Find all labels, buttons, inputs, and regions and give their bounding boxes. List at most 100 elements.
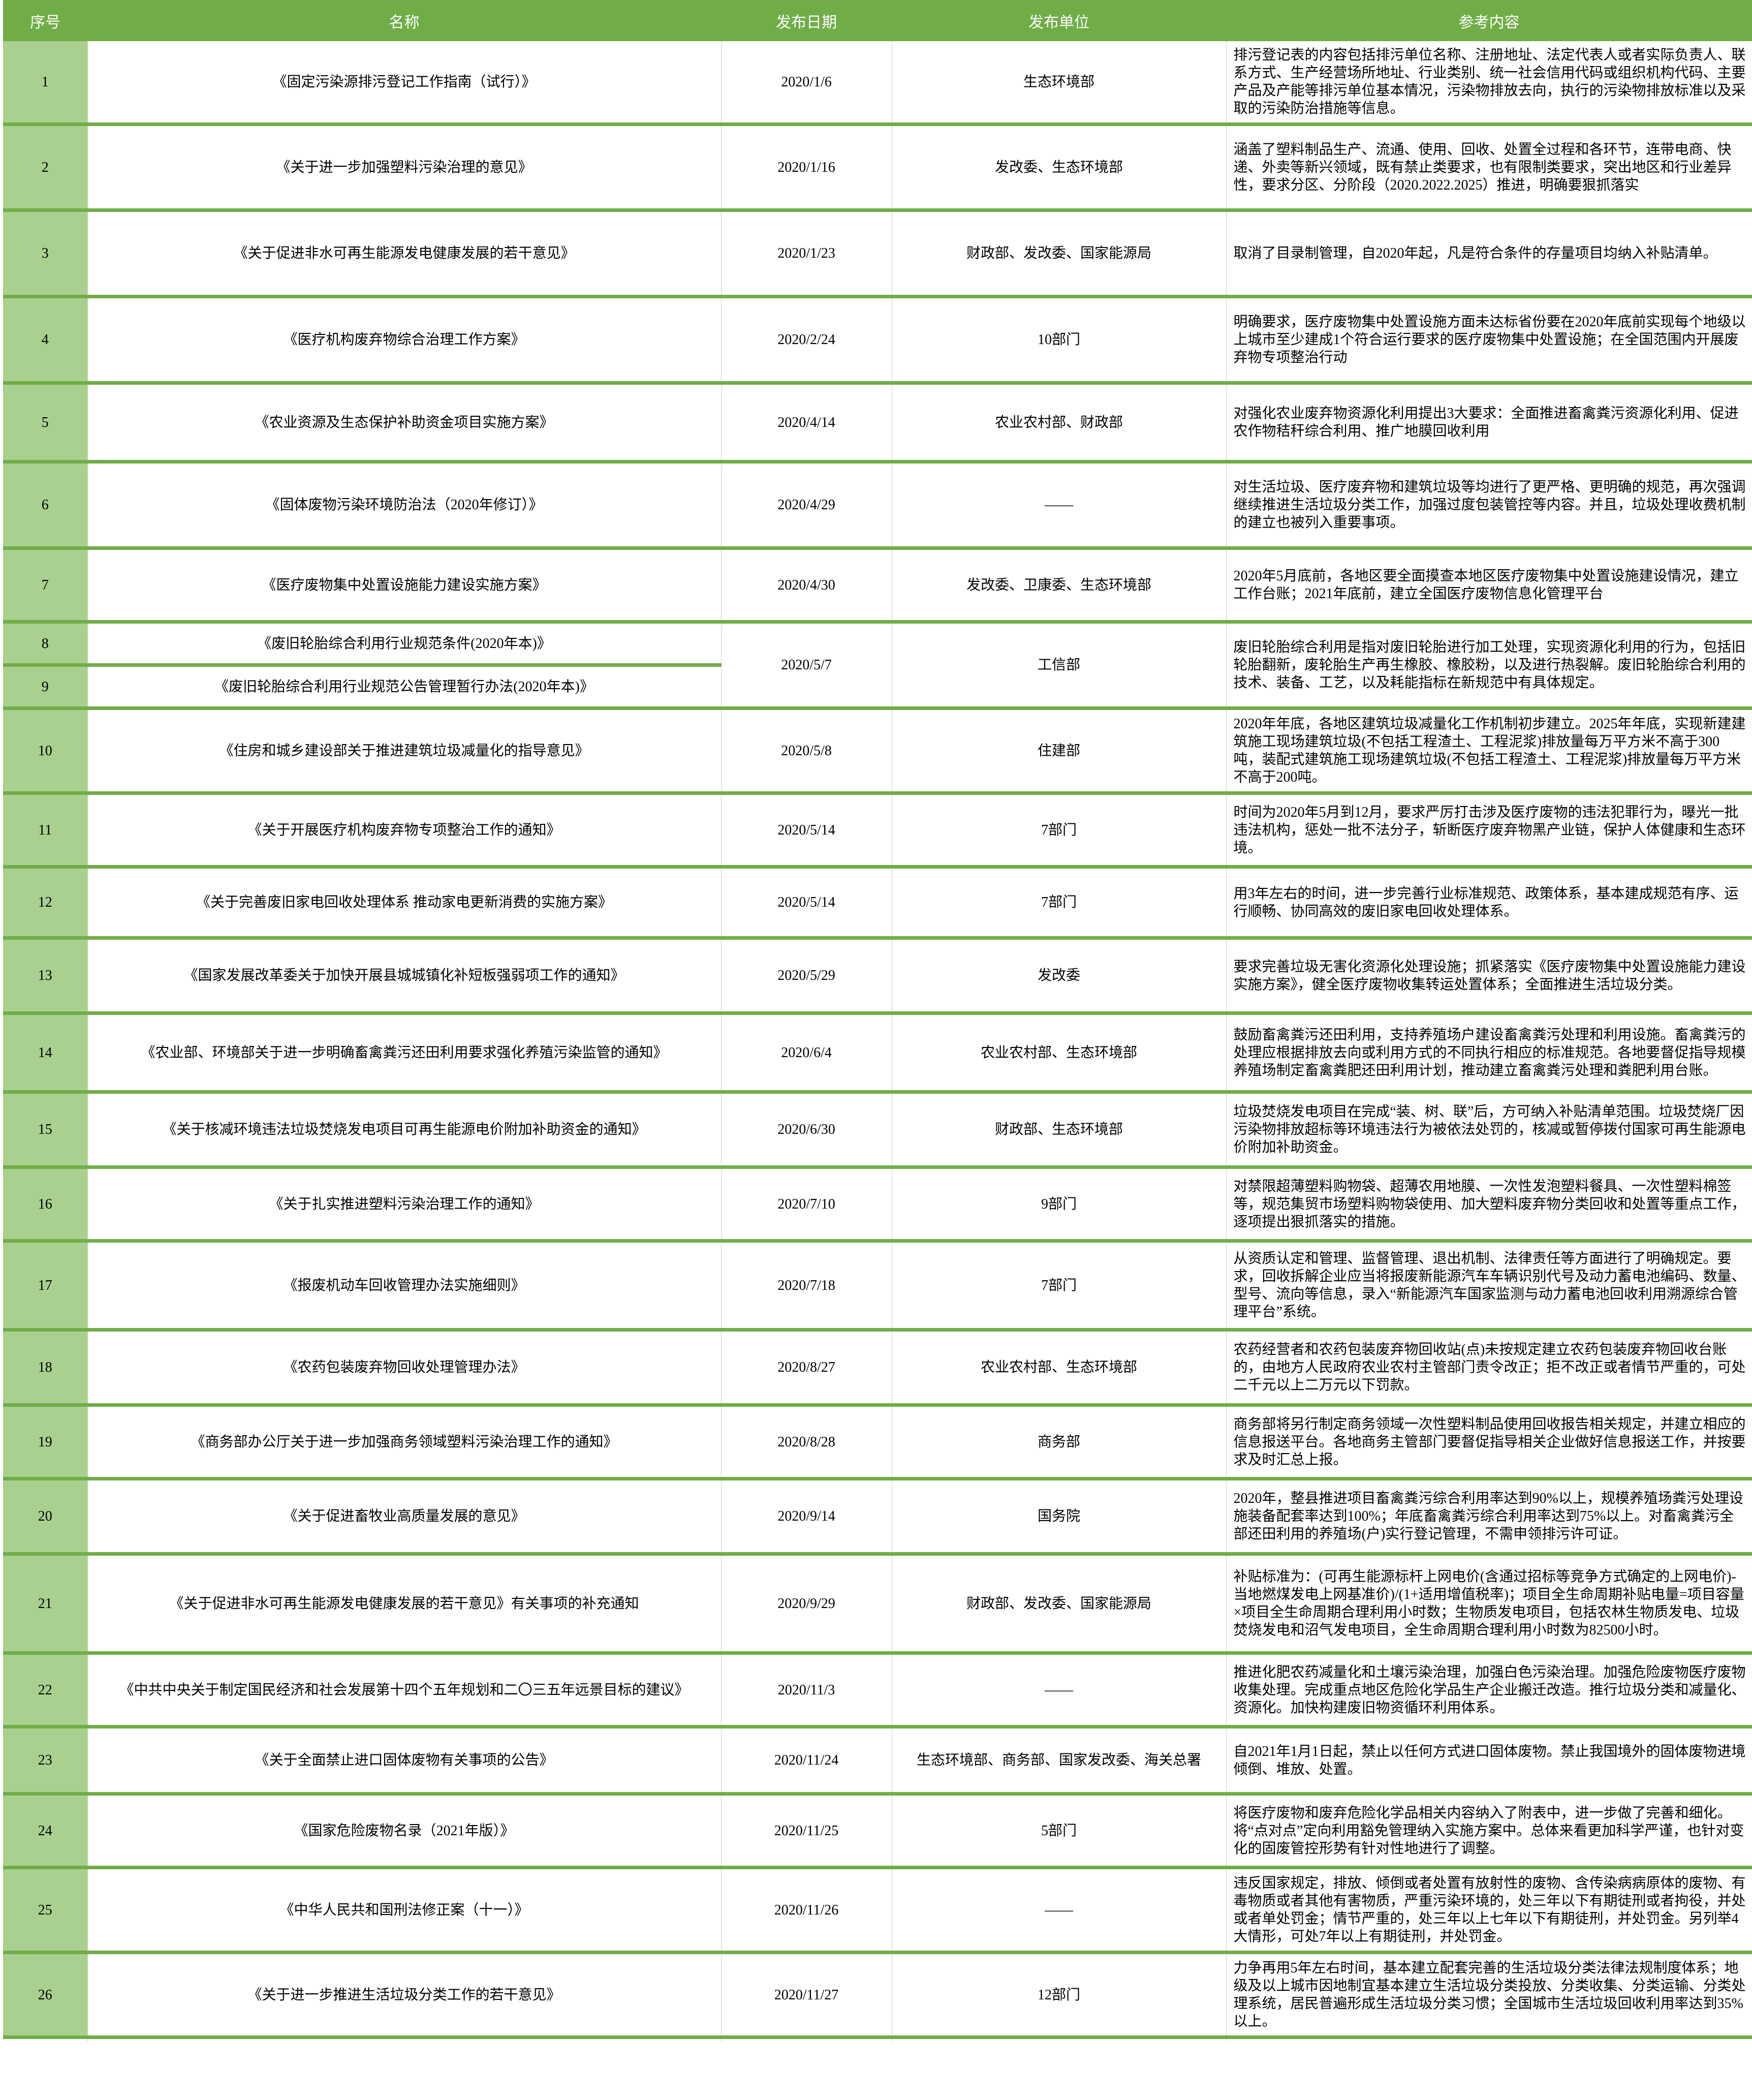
policy-name-cell: 《关于促进非水可再生能源发电健康发展的若干意见》 [87, 210, 722, 297]
table-row-17: 17 《报废机动车回收管理办法实施细则》 2020/7/18 7部门 从资质认定和管理、… [3, 1241, 1752, 1330]
policy-name-cell: 《国家发展改革委关于加快开展县城城镇化补短板强弱项工作的通知》 [87, 938, 722, 1013]
content-cell: 推进化肥农药减量化和土壤污染治理，加强白色污染治理。加强危险废物医疗废物收集处理… [1233, 1664, 1746, 1716]
date-cell: 2020/11/27 [721, 1952, 892, 2037]
row-number-cell: 15 [3, 1092, 88, 1167]
row-number-cell: 2 [3, 124, 88, 210]
row-number-cell: 7 [3, 548, 88, 622]
partial-bottom-row [3, 2037, 1752, 2042]
content-cell: 力争再用5年左右时间，基本建立配套完善的生活垃圾分类法律法规制度体系；地级及以上… [1233, 1960, 1746, 2029]
date-cell: 2020/6/30 [721, 1092, 892, 1167]
policy-name-cell: 《农业资源及生态保护补助资金项目实施方案》 [87, 383, 722, 462]
content-cell: 涵盖了塑料制品生产、流通、使用、回收、处置全过程和各环节，连带电商、快递、外卖等… [1233, 141, 1732, 193]
policy-table: 序号 名称 发布日期 发布单位 参考内容 1 《固定污染源排污登记工作指南（试行）》 202… [3, 0, 1752, 2042]
policy-name-cell: 《农药包装废弃物回收处理管理办法》 [87, 1330, 722, 1405]
content-cell: 用3年左右的时间，进一步完善行业标准规范、政策体系，基本建成规范有序、运行顺畅、… [1233, 885, 1739, 919]
content-cell: 补贴标准为：(可再生能源标杆上网电价(含通过招标等竞争方式确定的上网电价)-当地… [1233, 1569, 1744, 1638]
policy-name-cell: 《关于进一步推进生活垃圾分类工作的若干意见》 [87, 1952, 722, 2037]
header-cell-unit: 发布单位 [1028, 14, 1089, 31]
row-number-cell: 6 [3, 461, 88, 548]
content-cell: 对强化农业废弃物资源化利用提出3大要求：全面推进畜禽粪污资源化利用、促进农作物秸… [1233, 406, 1739, 439]
date-cell: 2020/5/8 [721, 708, 892, 793]
content-cell: 2020年5月底前，各地区要全面摸查本地区医疗废物集中处置设施建设情况，建立工作… [1233, 568, 1739, 602]
policy-name-cell: 《关于促进畜牧业高质量发展的意见》 [87, 1478, 722, 1554]
date-cell: 2020/5/7 [721, 622, 892, 708]
unit-cell: —— [892, 1867, 1227, 1953]
row-number-cell: 8 [3, 622, 88, 665]
row-number-cell: 20 [3, 1478, 88, 1554]
table-row-1: 1 《固定污染源排污登记工作指南（试行）》 2020/1/6 生态环境部 排污登记表的内… [3, 41, 1752, 125]
policy-name-cell: 《医疗废物集中处置设施能力建设实施方案》 [87, 548, 722, 622]
unit-cell: 生态环境部、商务部、国家发改委、海关总署 [892, 1726, 1227, 1794]
row-number-cell: 3 [3, 210, 88, 297]
policy-name-cell: 《国家危险废物名录（2021年版）》 [87, 1794, 722, 1868]
unit-cell: 发改委、卫康委、生态环境部 [892, 548, 1227, 622]
date-cell: 2020/9/29 [721, 1554, 892, 1653]
content-cell: 明确要求，医疗废物集中处置设施方面未达标省份要在2020年底前实现每个地级以上城… [1233, 314, 1746, 365]
date-cell: 2020/2/24 [721, 296, 892, 383]
row-number-cell: 16 [3, 1167, 88, 1241]
row-number-cell: 17 [3, 1241, 88, 1330]
content-cell: 要求完善垃圾无害化资源化处理设施；抓紧落实《医疗废物集中处置设施能力建设实施方案… [1233, 959, 1746, 993]
unit-cell: 7部门 [892, 793, 1227, 867]
partial-cell [87, 2037, 722, 2042]
unit-cell: 农业农村部、生态环境部 [892, 1330, 1227, 1405]
date-cell: 2020/1/6 [721, 41, 892, 125]
row-number-cell: 23 [3, 1726, 88, 1794]
row-number-cell: 21 [3, 1554, 88, 1653]
unit-cell: 5部门 [892, 1794, 1227, 1868]
table-row-19: 19 《商务部办公厅关于进一步加强商务领域塑料污染治理工作的通知》 2020/8/2… [3, 1405, 1752, 1479]
unit-cell: —— [892, 461, 1227, 548]
table-row-5: 5 《农业资源及生态保护补助资金项目实施方案》 2020/4/14 农业农村部、财政部… [3, 383, 1752, 462]
header-cell-index: 序号 [30, 14, 60, 31]
unit-cell: 9部门 [892, 1167, 1227, 1241]
policy-name-cell: 《关于促进非水可再生能源发电健康发展的若干意见》有关事项的补充通知 [87, 1554, 722, 1653]
unit-cell: 商务部 [892, 1405, 1227, 1479]
date-cell: 2020/5/14 [721, 867, 892, 938]
header-cell-name: 名称 [389, 14, 420, 31]
row-number-cell: 9 [3, 665, 88, 708]
row-number-cell: 25 [3, 1867, 88, 1953]
unit-cell: 财政部、发改委、国家能源局 [892, 210, 1227, 297]
date-cell: 2020/5/29 [721, 938, 892, 1013]
date-cell: 2020/6/4 [721, 1013, 892, 1092]
unit-cell: 工信部 [892, 622, 1227, 708]
policy-name-cell: 《固体废物污染环境防治法（2020年修订）》 [87, 461, 722, 548]
table-header-row: 序号 名称 发布日期 发布单位 参考内容 [3, 0, 1752, 41]
table-row-11: 11 《关于开展医疗机构废弃物专项整治工作的通知》 2020/5/14 7部门 时间为2… [3, 793, 1752, 867]
content-cell: 将医疗废物和废弃危险化学品相关内容纳入了附表中，进一步做了完善和细化。将“点对点… [1233, 1805, 1744, 1857]
date-cell: 2020/8/27 [721, 1330, 892, 1405]
content-cell: 排污登记表的内容包括排污单位名称、注册地址、法定代表人或者实际负责人、联系方式、… [1233, 47, 1746, 116]
date-cell: 2020/11/24 [721, 1726, 892, 1794]
policy-name-cell: 《关于完善废旧家电回收处理体系 推动家电更新消费的实施方案》 [87, 867, 722, 938]
row-number-cell: 26 [3, 1952, 88, 2037]
table-row-24: 24 《国家危险废物名录（2021年版）》 2020/11/25 5部门 将医疗废物和废… [3, 1794, 1752, 1868]
partial-cell [721, 2037, 892, 2042]
date-cell: 2020/5/14 [721, 793, 892, 867]
row-number-cell: 12 [3, 867, 88, 938]
header-cell-date: 发布日期 [776, 14, 837, 31]
date-cell: 2020/9/14 [721, 1478, 892, 1554]
table-row-14: 14 《农业部、环境部关于进一步明确畜禽粪污还田利用要求强化养殖污染监管的通知》 2… [3, 1013, 1752, 1092]
policy-name-cell: 《关于进一步加强塑料污染治理的意见》 [87, 124, 722, 210]
content-cell: 2020年，整县推进项目畜禽粪污综合利用率达到90%以上，规模养殖场粪污处理设施… [1233, 1491, 1743, 1542]
unit-cell: 生态环境部 [892, 41, 1227, 125]
content-cell: 自2021年1月1日起，禁止以任何方式进口固体废物。禁止我国境外的固体废物进境倾… [1233, 1743, 1746, 1777]
policy-name-cell: 《医疗机构废弃物综合治理工作方案》 [87, 296, 722, 383]
table-body: 1 《固定污染源排污登记工作指南（试行）》 2020/1/6 生态环境部 排污登记表的内… [3, 41, 1752, 2042]
policy-name-cell: 《关于开展医疗机构废弃物专项整治工作的通知》 [87, 793, 722, 867]
content-cell: 商务部将另行制定商务领域一次性塑料制品使用回收报告相关规定，并建立相应的信息报送… [1233, 1416, 1746, 1468]
row-number-cell: 4 [3, 296, 88, 383]
partial-cell [3, 2037, 88, 2042]
policy-name-cell: 《固定污染源排污登记工作指南（试行）》 [87, 41, 722, 125]
policy-name-cell: 《关于核减环境违法垃圾焚烧发电项目可再生能源电价附加补助资金的通知》 [87, 1092, 722, 1167]
date-cell: 2020/1/16 [721, 124, 892, 210]
date-cell: 2020/1/23 [721, 210, 892, 297]
table-row-13: 13 《国家发展改革委关于加快开展县城城镇化补短板强弱项工作的通知》 2020/5/… [3, 938, 1752, 1013]
date-cell: 2020/4/14 [721, 383, 892, 462]
row-number-cell: 19 [3, 1405, 88, 1479]
row-number-cell: 13 [3, 938, 88, 1013]
date-cell: 2020/7/10 [721, 1167, 892, 1241]
date-cell: 2020/8/28 [721, 1405, 892, 1479]
content-cell: 对禁限超薄塑料购物袋、超薄农用地膜、一次性发泡塑料餐具、一次性塑料棉签等，规范集… [1233, 1178, 1746, 1230]
table-row-7: 7 《医疗废物集中处置设施能力建设实施方案》 2020/4/30 发改委、卫康委、生态… [3, 548, 1752, 622]
